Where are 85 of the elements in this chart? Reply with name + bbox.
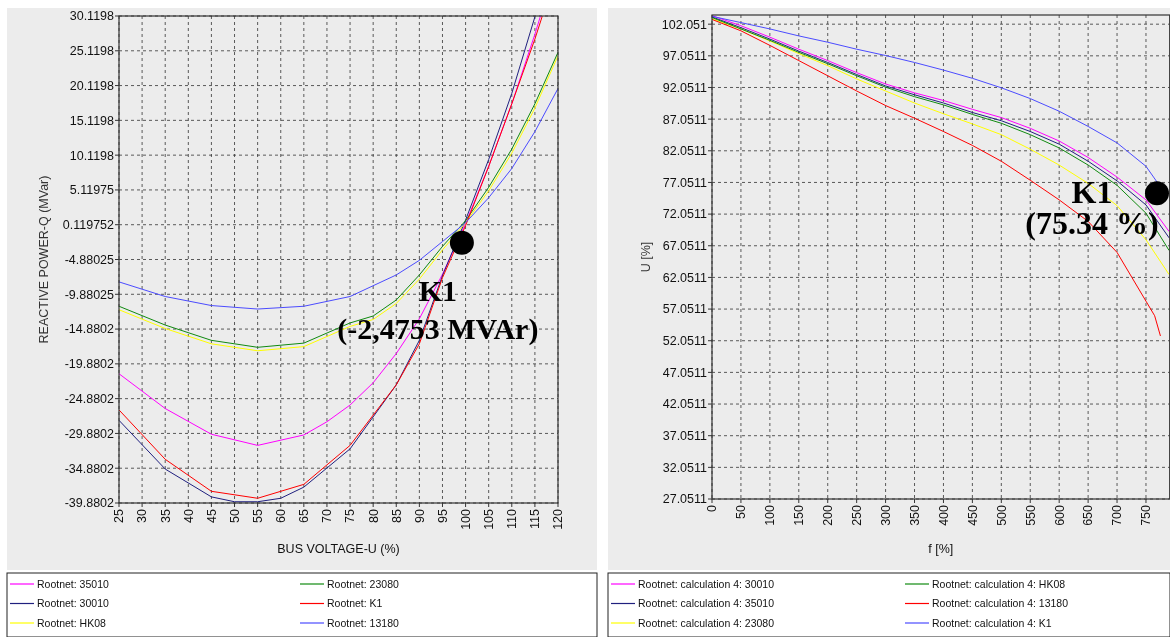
x-tick-label: 90 — [412, 508, 427, 523]
x-tick-label: 40 — [181, 508, 196, 523]
x-tick-label: 750 — [1139, 504, 1154, 526]
x-tick-label: 500 — [994, 504, 1009, 526]
y-tick-label: 0.119752 — [62, 218, 115, 233]
y-tick-label: 27.0511 — [662, 492, 708, 507]
x-tick-label: 30 — [135, 508, 150, 523]
x-tick-label: 45 — [204, 508, 219, 523]
legend-label: Rootnet: 35010 — [37, 577, 109, 590]
y-tick-label: 77.0511 — [662, 175, 708, 190]
y-tick-label: 57.0511 — [662, 302, 708, 317]
y-tick-label: 67.0511 — [662, 239, 708, 254]
y-tick-label: 32.0511 — [662, 460, 708, 475]
y-tick-label: 20.1198 — [69, 78, 115, 93]
legend-label: Rootnet: HK08 — [37, 616, 107, 629]
y-tick-label: 47.0511 — [662, 365, 708, 380]
x-tick-label: 0 — [705, 504, 720, 512]
y-tick-label: -14.8802 — [64, 322, 115, 337]
y-tick-label: 82.0511 — [662, 144, 708, 159]
x-tick-label: 110 — [505, 508, 520, 529]
y-axis-title: REACTIVE POWER-Q (MVar) — [37, 175, 51, 344]
x-tick-label: 150 — [792, 504, 807, 526]
x-tick-label: 300 — [878, 504, 893, 526]
y-tick-label: -4.88025 — [64, 252, 115, 267]
y-tick-label: 5.11975 — [69, 183, 115, 198]
x-axis-title: f [%] — [928, 542, 954, 556]
y-tick-label: -9.88025 — [64, 287, 115, 302]
line-series — [712, 18, 1161, 337]
legend-label: Rootnet: calculation 4: HK08 — [932, 577, 1066, 590]
x-tick-label: 650 — [1081, 504, 1096, 526]
x-tick-label: 65 — [297, 508, 312, 523]
y-tick-label: -24.8802 — [64, 392, 115, 407]
x-tick-label: 400 — [936, 504, 951, 526]
y-tick-label: 97.0511 — [662, 49, 708, 64]
x-tick-label: 85 — [389, 508, 404, 523]
y-tick-label: 92.0511 — [662, 80, 708, 95]
legend-label: Rootnet: calculation 4: 35010 — [638, 597, 775, 610]
x-tick-label: 100 — [763, 504, 778, 526]
x-tick-label: 700 — [1110, 504, 1125, 526]
x-tick-label: 200 — [821, 504, 836, 526]
x-tick-label: 35 — [158, 508, 173, 523]
y-tick-label: 42.0511 — [662, 397, 708, 412]
y-tick-label: 87.0511 — [662, 112, 708, 127]
x-tick-label: 60 — [274, 508, 289, 523]
y-tick-label: 30.1198 — [69, 9, 115, 24]
legend-label: Rootnet: 30010 — [37, 597, 109, 610]
x-tick-label: 95 — [435, 508, 450, 523]
x-tick-label: 550 — [1023, 504, 1038, 526]
x-tick-label: 80 — [366, 508, 381, 523]
y-tick-label: 62.0511 — [662, 270, 708, 285]
y-tick-label: 15.1198 — [69, 113, 115, 128]
x-tick-label: 70 — [320, 508, 335, 523]
legend-label: Rootnet: 13180 — [327, 616, 399, 629]
x-tick-label: 55 — [251, 508, 266, 523]
y-tick-label: 72.0511 — [662, 207, 708, 222]
y-tick-label: 37.0511 — [662, 429, 708, 444]
y-tick-label: -39.8802 — [64, 496, 115, 511]
legend-label: Rootnet: calculation 4: 23080 — [638, 616, 775, 629]
x-tick-label: 25 — [112, 508, 127, 523]
y-tick-label: -34.8802 — [64, 461, 115, 476]
x-tick-label: 50 — [734, 504, 749, 519]
x-tick-label: 50 — [227, 508, 242, 523]
x-tick-label: 75 — [343, 508, 358, 523]
y-tick-label: 52.0511 — [662, 334, 708, 349]
x-tick-label: 450 — [965, 504, 980, 526]
x-tick-label: 100 — [458, 508, 473, 530]
legend-label: Rootnet: K1 — [327, 597, 383, 610]
y-tick-label: 25.1198 — [69, 44, 115, 59]
x-tick-label: 120 — [551, 508, 566, 530]
y-axis-title: U [%] — [639, 241, 653, 273]
legend-label: Rootnet: 23080 — [327, 577, 399, 590]
y-tick-label: 10.1198 — [69, 148, 115, 163]
legend-label: Rootnet: calculation 4: 30010 — [638, 577, 775, 590]
line-series — [119, 87, 558, 310]
x-tick-label: 350 — [907, 504, 922, 526]
legend-label: Rootnet: calculation 4: K1 — [932, 616, 1052, 629]
x-tick-label: 105 — [482, 508, 497, 530]
y-tick-label: -19.8802 — [64, 357, 115, 372]
x-tick-label: 250 — [850, 504, 865, 526]
x-tick-label: 115 — [528, 508, 543, 529]
x-axis-title: BUS VOLTAGE-U (%) — [277, 542, 400, 556]
x-tick-label: 600 — [1052, 504, 1067, 526]
y-tick-label: -29.8802 — [64, 426, 115, 441]
legend-label: Rootnet: calculation 4: 13180 — [932, 597, 1069, 610]
y-tick-label: 102.051 — [661, 17, 708, 32]
